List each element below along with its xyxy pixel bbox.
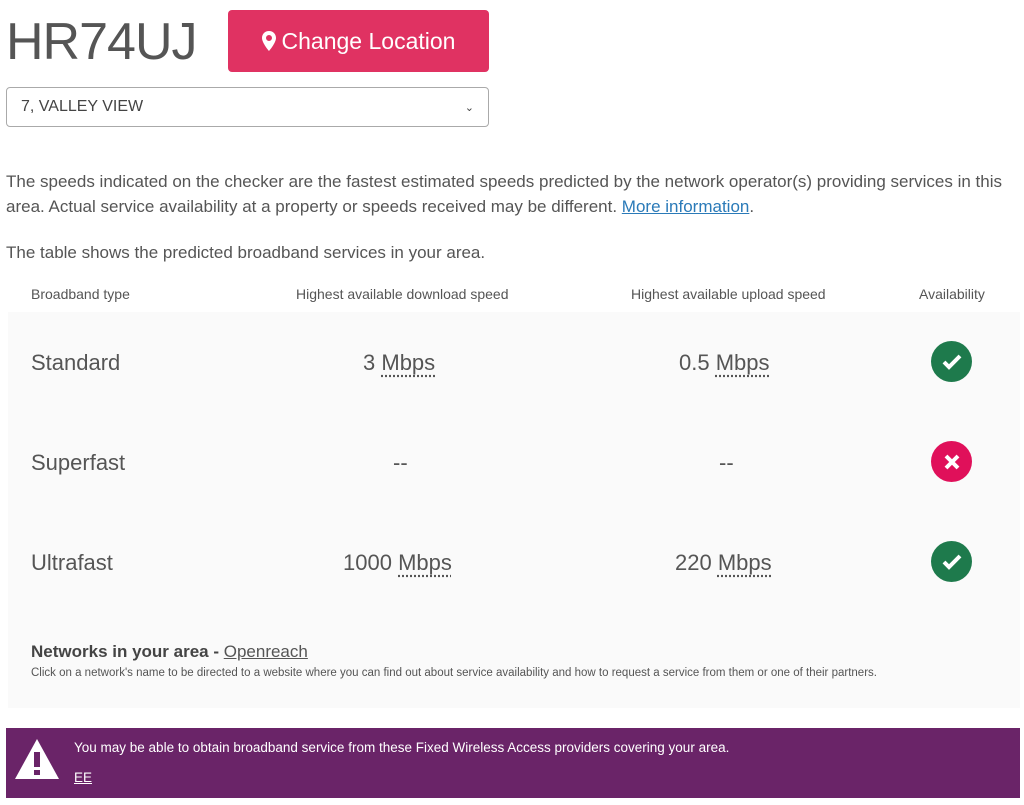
upload-cell: 0.5 Mbps [679,350,770,376]
upload-cell: -- [719,450,734,475]
type-cell: Superfast [31,450,126,475]
disclaimer-end: . [749,197,755,216]
change-location-label: Change Location [281,27,456,54]
download-cell: 1000 Mbps [343,550,452,576]
download-value: 1000 [343,550,392,575]
fwa-banner: You may be able to obtain broadband serv… [6,728,1020,798]
header-upload: Highest available upload speed [631,286,826,302]
header-download: Highest available download speed [296,286,509,302]
table-intro: The table shows the predicted broadband … [6,243,486,262]
upload-unit[interactable]: Mbps [717,550,772,575]
table-row: Standard 3 Mbps 0.5 Mbps [8,312,1020,412]
address-select[interactable]: 7, VALLEY VIEW ⌄ [6,87,489,127]
networks-description: Click on a network's name to be directed… [31,667,877,679]
upload-unit[interactable]: Mbps [715,350,770,375]
warning-icon [15,739,59,779]
openreach-link[interactable]: Openreach [223,642,308,661]
change-location-button[interactable]: Change Location [228,10,489,72]
download-unit[interactable]: Mbps [381,350,436,375]
cross-icon [931,441,972,482]
upload-cell: 220 Mbps [675,550,772,576]
networks-heading: Networks in your area - Openreach [31,642,308,662]
table-row: Superfast -- -- [8,412,1020,512]
ee-link[interactable]: EE [74,770,93,785]
postcode-heading: HR74UJ [6,13,197,71]
disclaimer: The speeds indicated on the checker are … [6,169,1018,219]
header-type: Broadband type [31,286,130,302]
download-unit[interactable]: Mbps [398,550,452,575]
download-cell: 3 Mbps [363,350,435,376]
chevron-down-icon: ⌄ [464,101,474,114]
disclaimer-text: The speeds indicated on the checker are … [6,172,1002,216]
header-availability: Availability [919,286,985,302]
check-icon [931,541,972,582]
fwa-text: You may be able to obtain broadband serv… [74,740,730,755]
type-cell: Standard [31,350,121,375]
address-selected-value: 7, VALLEY VIEW [21,98,144,115]
table-row: 1000 Mbps Ultrafast 220 Mbps [8,512,1020,612]
download-value: 3 [363,350,376,375]
upload-value: 220 [675,550,712,575]
map-pin-icon [261,31,276,51]
check-icon [931,341,972,382]
broadband-table: Standard 3 Mbps 0.5 Mbps Superfast -- --… [8,312,1020,708]
download-cell: -- [393,450,408,475]
more-information-link[interactable]: More information [621,197,750,216]
networks-label: Networks in your area - [31,642,224,661]
type-cell: Ultrafast [31,550,113,575]
upload-value: 0.5 [679,350,710,375]
